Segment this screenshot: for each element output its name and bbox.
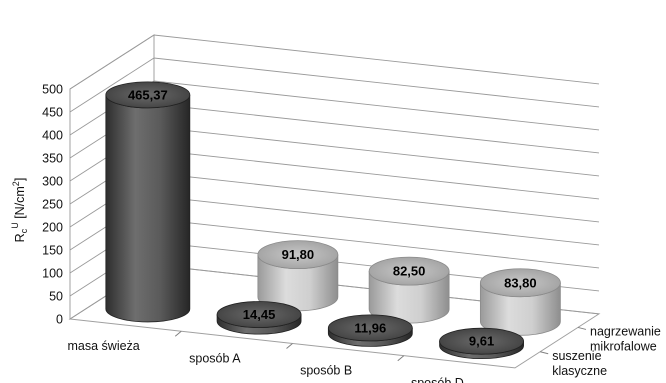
gridline <box>69 57 600 113</box>
y-tick-label: 250 <box>42 198 63 212</box>
bar-suszenie-0 <box>105 81 191 323</box>
bar-suszenie-3 <box>439 327 524 360</box>
y-tick-label: 150 <box>42 244 63 258</box>
category-label: sposób D <box>411 376 464 383</box>
y-tick-label: 300 <box>42 175 63 189</box>
series-nagrzewanie-mikrofalowe <box>257 240 561 336</box>
bar-suszenie-1 <box>216 301 302 335</box>
category-tick <box>174 330 182 337</box>
category-label: sposób A <box>189 351 241 365</box>
series-label: suszenie <box>552 349 601 363</box>
series-label: klasyczne <box>552 364 607 378</box>
y-tick-label: 400 <box>42 129 63 143</box>
data-labels: 91,80 82,50 83,80 465,37 14,45 11,96 9,61 <box>128 87 537 348</box>
y-tick-label: 350 <box>42 152 63 166</box>
series-label: nagrzewanie <box>590 324 661 338</box>
series-label: mikrofalowe <box>590 339 657 353</box>
data-label: 11,96 <box>354 320 386 335</box>
y-tick-label: 200 <box>42 221 63 235</box>
bar-suszenie-2 <box>327 314 413 347</box>
series-suszenie-klasyczne <box>105 81 524 360</box>
category-label: sposób B <box>300 364 352 378</box>
x-axis-categories: masa świeża sposób A sposób B sposób D <box>68 330 464 383</box>
data-label: 14,45 <box>243 307 276 322</box>
category-tick <box>286 343 293 349</box>
category-label: masa świeża <box>68 339 140 353</box>
y-tick-label: 500 <box>42 83 63 97</box>
y-axis-ticks: 0 50 100 150 200 250 300 350 400 450 500 <box>42 83 63 327</box>
gridline <box>69 34 600 90</box>
data-label: 9,61 <box>469 334 494 349</box>
y-tick-label: 50 <box>49 290 63 304</box>
data-label: 91,80 <box>282 247 315 262</box>
y-tick-label: 0 <box>56 313 63 327</box>
gridline <box>69 80 600 136</box>
bar-nagrzewanie-2 <box>368 256 450 324</box>
data-label: 82,50 <box>393 264 426 279</box>
data-label: 83,80 <box>504 275 537 290</box>
category-tick <box>397 355 405 362</box>
data-label: 465,37 <box>128 87 168 102</box>
y-tick-label: 450 <box>42 106 63 120</box>
y-tick-label: 100 <box>42 267 63 281</box>
y-axis-title: RcU [N/cm2] <box>10 178 29 243</box>
